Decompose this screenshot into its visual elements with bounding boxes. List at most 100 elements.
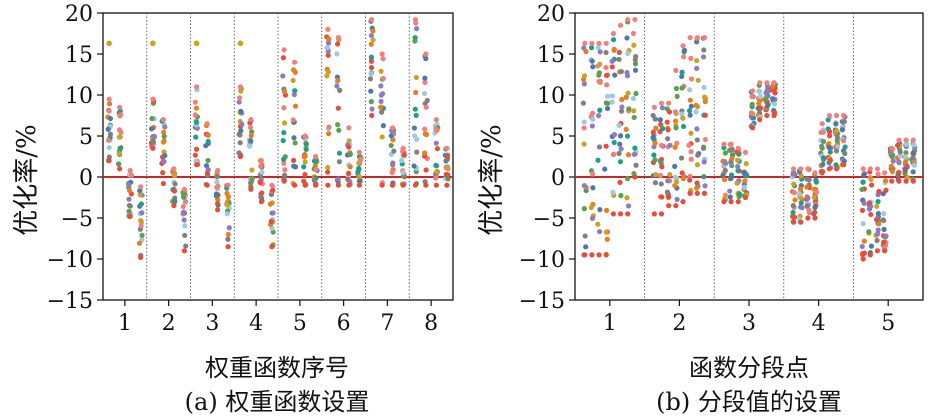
data-point	[181, 217, 187, 223]
data-point	[369, 16, 375, 23]
data-point	[790, 209, 796, 216]
points-group	[580, 16, 918, 262]
data-point	[866, 229, 872, 235]
data-point	[139, 210, 145, 216]
data-point	[336, 150, 343, 156]
data-point	[695, 152, 701, 158]
data-point	[589, 252, 595, 258]
data-point	[672, 174, 678, 180]
data-point	[422, 150, 428, 156]
data-point	[259, 169, 265, 175]
data-point	[224, 211, 230, 217]
data-point	[238, 128, 244, 134]
data-point	[820, 138, 827, 145]
data-point	[313, 167, 319, 173]
data-point	[632, 174, 638, 180]
data-point	[380, 75, 386, 82]
data-point	[434, 169, 440, 175]
data-point	[203, 163, 210, 169]
data-point	[106, 158, 112, 164]
data-point	[693, 109, 699, 115]
data-point	[875, 231, 881, 237]
data-point	[444, 145, 450, 151]
data-point	[681, 47, 688, 53]
data-point	[610, 37, 617, 43]
data-point	[270, 210, 276, 216]
data-point	[181, 186, 187, 192]
outlier-point	[237, 40, 244, 47]
data-point	[610, 30, 616, 37]
data-point	[911, 151, 917, 157]
data-point	[390, 125, 396, 131]
data-point	[617, 141, 623, 147]
data-point	[679, 73, 685, 80]
data-point	[336, 159, 342, 165]
data-point	[612, 72, 618, 78]
data-point	[290, 77, 296, 83]
data-point	[126, 208, 132, 214]
data-point	[679, 111, 685, 117]
data-point	[694, 137, 700, 143]
data-point	[868, 182, 875, 188]
data-point	[609, 99, 615, 105]
data-point	[581, 81, 587, 87]
data-point	[896, 169, 902, 176]
data-point	[117, 134, 123, 140]
data-point	[841, 112, 847, 119]
data-point	[757, 117, 763, 123]
data-point	[380, 91, 386, 97]
data-point	[833, 112, 840, 119]
data-point	[193, 105, 200, 111]
data-point	[290, 67, 297, 73]
data-point	[225, 244, 231, 250]
data-point	[749, 125, 756, 131]
data-point	[356, 166, 362, 172]
data-point	[819, 121, 825, 127]
data-point	[325, 169, 331, 175]
data-point	[889, 169, 895, 175]
data-point	[618, 108, 625, 114]
data-point	[422, 79, 428, 85]
data-point	[335, 77, 341, 83]
data-point	[889, 178, 895, 184]
data-point	[172, 173, 178, 179]
data-point	[597, 61, 603, 67]
data-point	[651, 211, 657, 217]
data-point	[444, 153, 451, 159]
data-point	[741, 170, 747, 176]
data-point	[411, 125, 417, 131]
data-point	[603, 64, 609, 71]
data-point	[611, 132, 618, 138]
data-point	[888, 163, 894, 169]
data-point	[757, 93, 763, 100]
data-point	[205, 132, 211, 138]
data-point	[346, 125, 352, 131]
data-point	[631, 42, 637, 48]
data-point	[721, 199, 727, 205]
data-point	[674, 196, 680, 202]
data-point	[171, 198, 178, 204]
data-point	[827, 157, 833, 163]
data-point	[412, 16, 418, 23]
data-point	[840, 138, 847, 144]
data-point	[617, 211, 624, 217]
data-point	[876, 188, 882, 195]
data-point	[171, 203, 177, 209]
data-point	[237, 84, 243, 90]
y-tick-label: 5	[551, 125, 565, 150]
data-point	[180, 203, 186, 210]
data-point	[896, 137, 902, 143]
data-point	[370, 28, 376, 34]
data-point	[325, 182, 331, 188]
data-point	[666, 203, 672, 209]
data-point	[368, 99, 374, 105]
panel-a-caption: (a) 权重函数设置	[185, 388, 370, 416]
y-tick-label: 0	[551, 166, 565, 191]
data-point	[820, 161, 826, 167]
data-point	[813, 179, 819, 185]
data-point	[214, 179, 220, 185]
data-point	[302, 171, 308, 178]
data-point	[672, 144, 678, 150]
data-point	[138, 254, 144, 260]
